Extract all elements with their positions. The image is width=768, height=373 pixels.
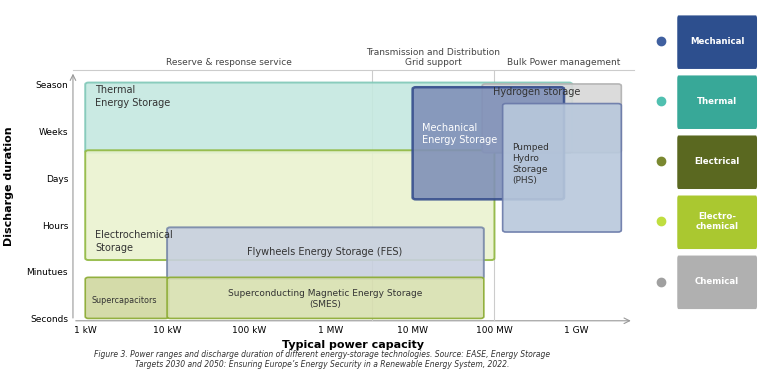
Text: Reserve & response service: Reserve & response service (166, 58, 291, 67)
FancyBboxPatch shape (677, 256, 757, 309)
FancyBboxPatch shape (677, 195, 757, 249)
Text: Figure 3. Power ranges and discharge duration of different energy-storage techno: Figure 3. Power ranges and discharge dur… (94, 350, 551, 369)
FancyBboxPatch shape (677, 75, 757, 129)
Text: Supercapacitors: Supercapacitors (92, 296, 157, 305)
FancyBboxPatch shape (167, 228, 484, 279)
Text: Flywheels Energy Storage (FES): Flywheels Energy Storage (FES) (247, 247, 402, 257)
FancyBboxPatch shape (502, 104, 621, 232)
Text: Discharge duration: Discharge duration (4, 127, 15, 246)
Text: Transmission and Distribution
Grid support: Transmission and Distribution Grid suppo… (366, 48, 500, 67)
Text: Electrochemical
Storage: Electrochemical Storage (95, 230, 173, 253)
Text: Mechanical: Mechanical (690, 37, 744, 46)
FancyBboxPatch shape (677, 15, 757, 69)
FancyBboxPatch shape (85, 278, 169, 319)
Text: Chemical: Chemical (695, 277, 740, 286)
Text: Pumped
Hydro
Storage
(PHS): Pumped Hydro Storage (PHS) (512, 143, 549, 185)
X-axis label: Typical power capacity: Typical power capacity (283, 340, 424, 350)
FancyBboxPatch shape (677, 135, 757, 189)
Text: Electro-
chemical: Electro- chemical (696, 212, 739, 231)
FancyBboxPatch shape (412, 87, 564, 199)
Text: Bulk Power management: Bulk Power management (508, 58, 621, 67)
FancyBboxPatch shape (85, 82, 572, 153)
Text: Thermal: Thermal (697, 97, 737, 106)
Text: Mechanical
Energy Storage: Mechanical Energy Storage (422, 123, 498, 145)
FancyBboxPatch shape (85, 150, 495, 260)
Text: Superconducting Magnetic Energy Storage
(SMES): Superconducting Magnetic Energy Storage … (228, 289, 422, 309)
Text: Electrical: Electrical (694, 157, 740, 166)
Text: Thermal
Energy Storage: Thermal Energy Storage (95, 85, 170, 108)
Text: Hydrogen storage: Hydrogen storage (493, 87, 580, 97)
FancyBboxPatch shape (167, 278, 484, 319)
FancyBboxPatch shape (482, 84, 621, 153)
